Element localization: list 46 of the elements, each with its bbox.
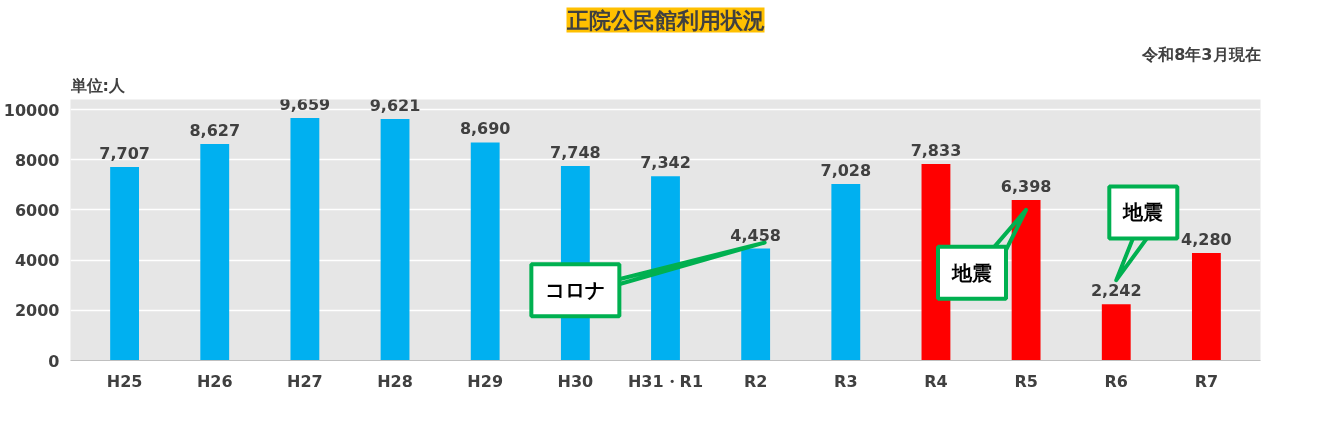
y-tick-label: 6000 [14, 200, 60, 220]
y-tick-label: 10000 [3, 100, 60, 120]
x-tick-label: H25 [106, 371, 143, 391]
text: 単位:人 [69, 75, 126, 95]
data-label: 7,707 [99, 144, 150, 164]
y-tick-label: 0 [48, 351, 60, 371]
x-tick-label: H31・R1 [627, 371, 704, 391]
y-tick-label: 4000 [14, 251, 60, 271]
x-tick-label: R2 [743, 371, 768, 391]
x-tick-label: H27 [287, 371, 323, 391]
bar [200, 144, 230, 361]
data-label: 8,690 [459, 119, 511, 139]
x-tick-label: R7 [1194, 371, 1219, 391]
x-tick-label: H29 [467, 371, 504, 391]
bar [380, 119, 410, 361]
y-tick-label: 8000 [14, 150, 60, 170]
data-label: 2,242 [1090, 281, 1142, 301]
bar [1191, 253, 1221, 361]
bar [831, 184, 861, 361]
data-label: 7,748 [550, 143, 601, 163]
x-tick-label: H28 [377, 371, 413, 391]
x-tick-label: R4 [924, 371, 948, 391]
data-label: 4,280 [1181, 230, 1232, 250]
text: 令和8年3月現在 [1141, 44, 1261, 64]
data-label: 7,833 [910, 140, 962, 160]
data-label: 6,398 [1000, 176, 1052, 196]
x-tick-label: H26 [196, 371, 233, 391]
bar [651, 176, 680, 361]
data-label: 9,621 [369, 96, 421, 116]
bar [290, 118, 320, 361]
bar [1101, 304, 1131, 361]
x-tick-label: R5 [1014, 371, 1038, 391]
bar [741, 248, 771, 361]
annotation: コロナ [545, 278, 606, 303]
bar [110, 167, 140, 361]
bar [470, 142, 500, 361]
x-tick-label: R6 [1104, 371, 1128, 391]
annotation: 地震 [951, 260, 993, 285]
data-label: 4,458 [730, 225, 781, 245]
x-tick-label: R3 [834, 371, 858, 391]
data-label: 7,342 [640, 153, 691, 173]
annotation: 地震 [1122, 200, 1164, 225]
data-label: 7,028 [820, 161, 872, 181]
y-tick-label: 2000 [14, 301, 60, 321]
data-label: 8,627 [189, 121, 241, 140]
x-tick-label: H30 [557, 371, 594, 391]
